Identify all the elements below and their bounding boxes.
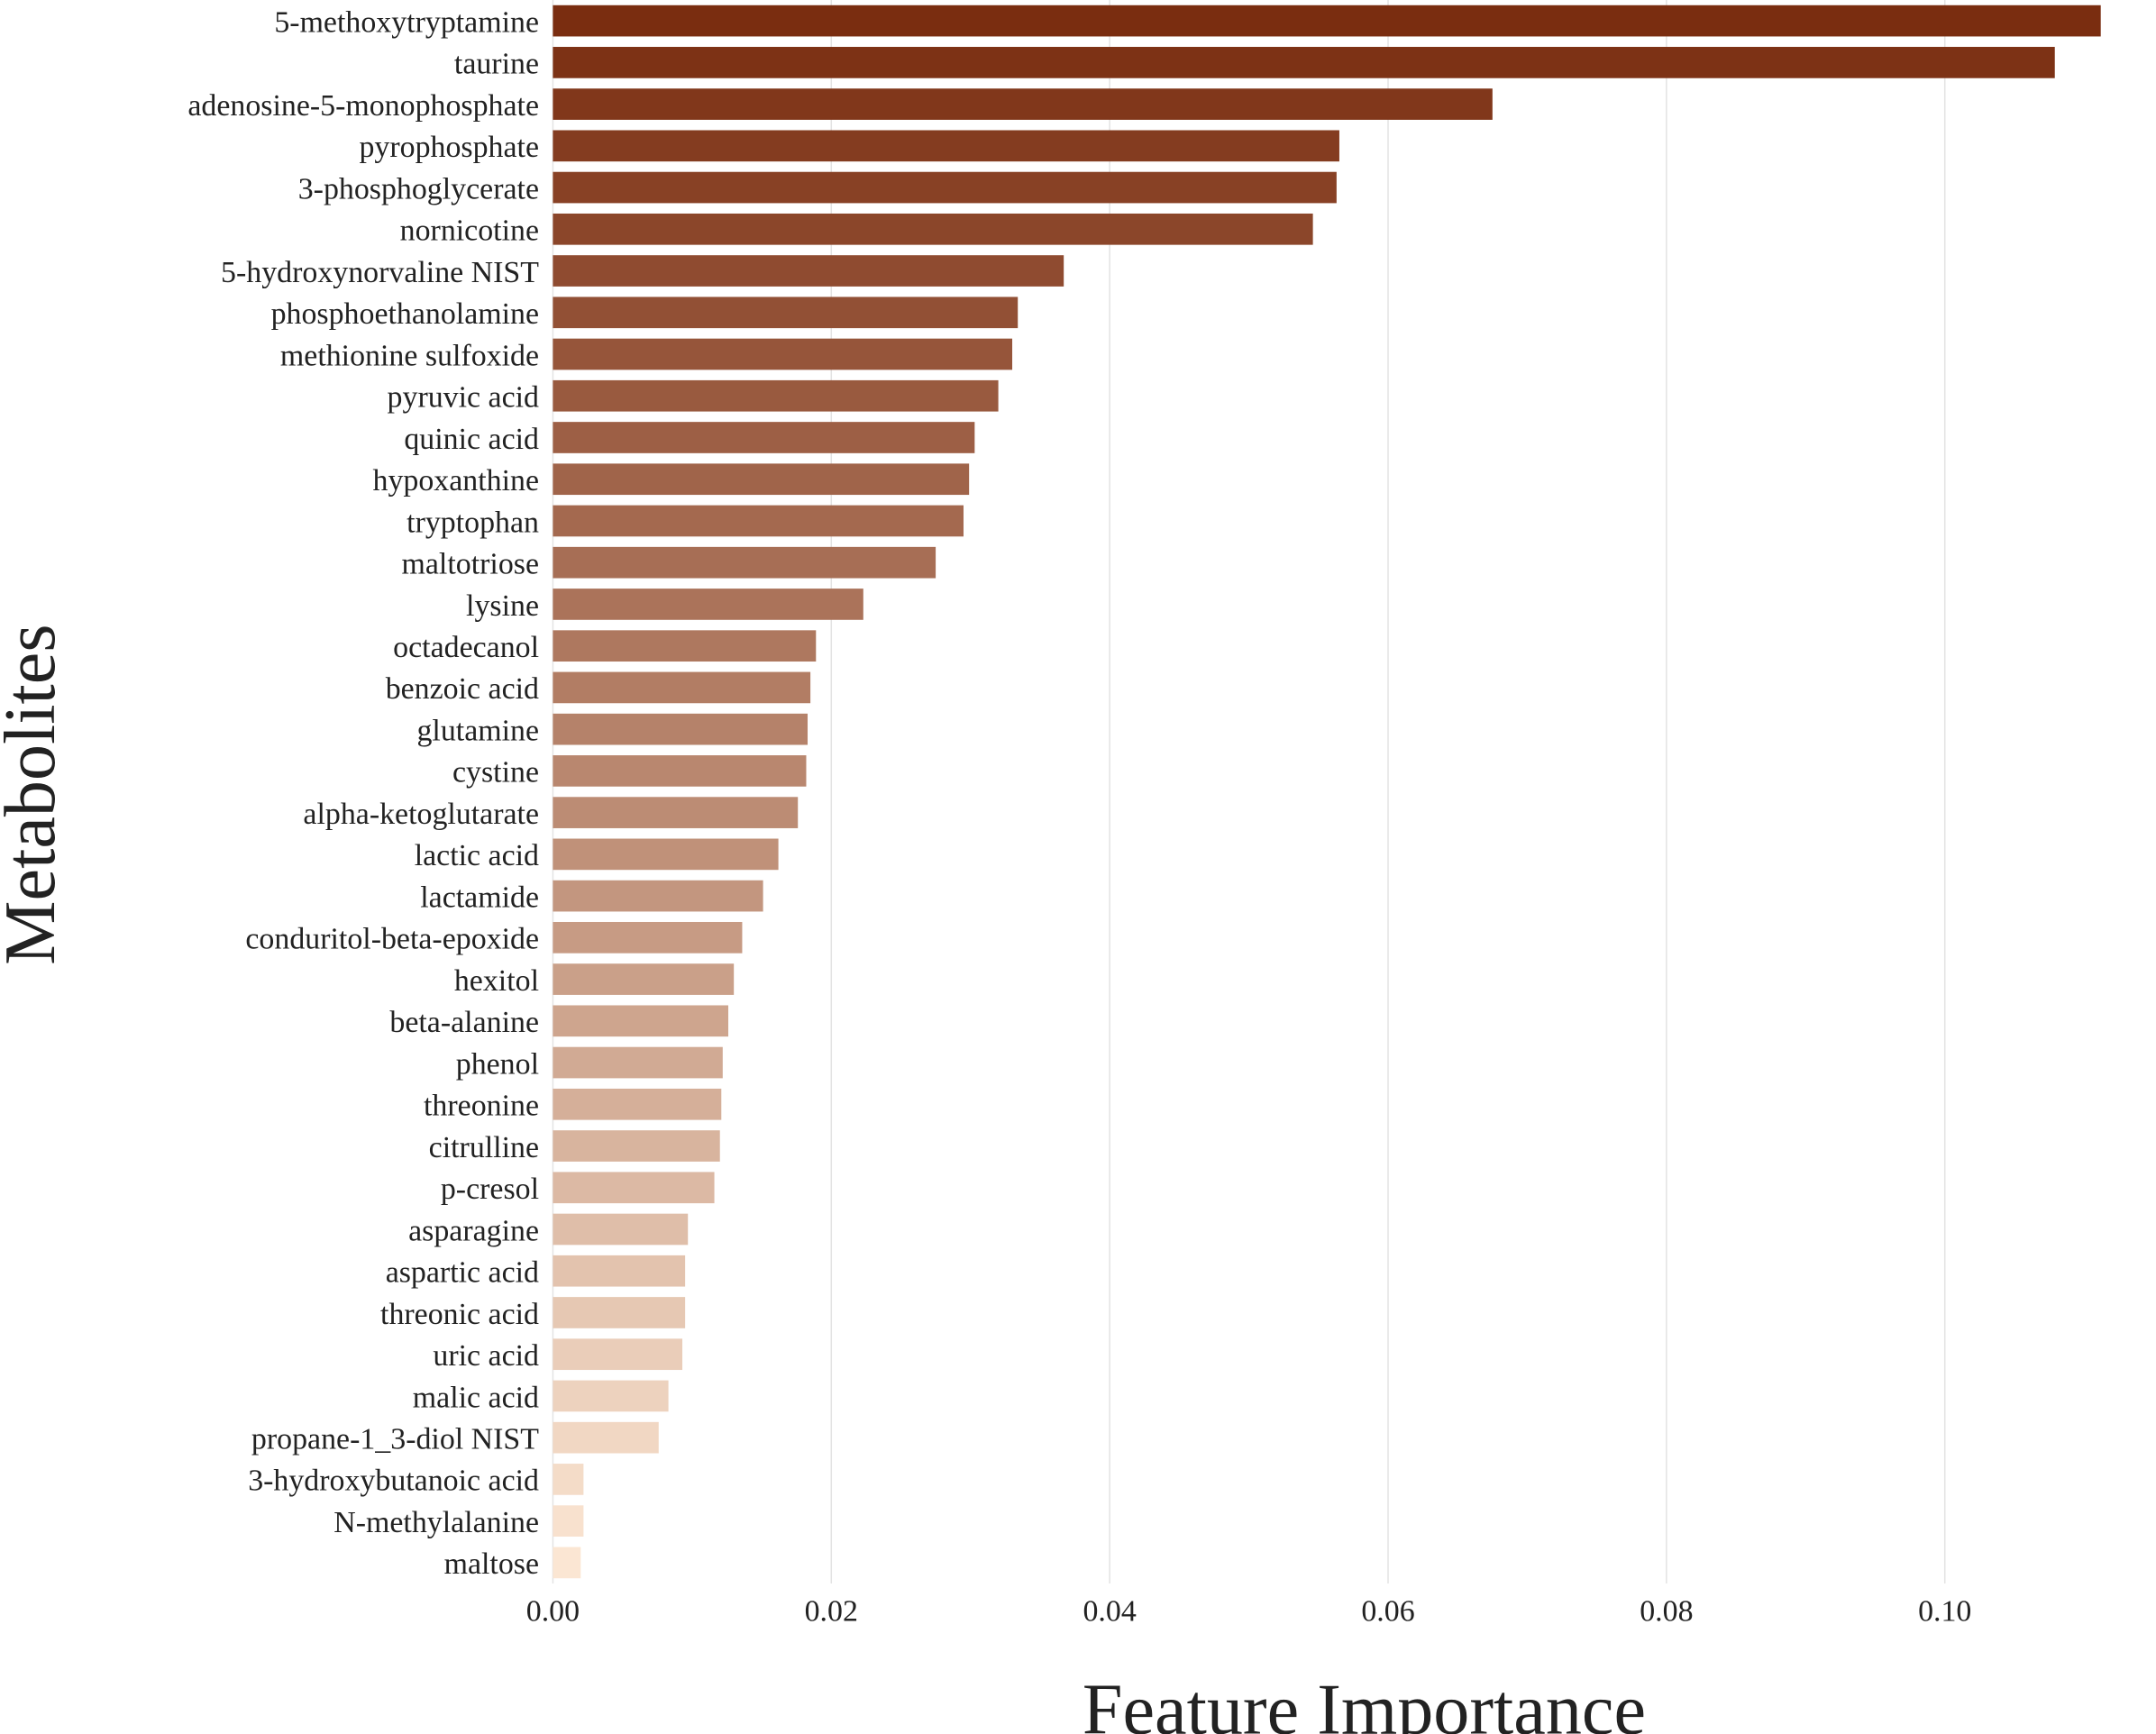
category-label: maltose bbox=[444, 1547, 539, 1581]
category-label: phenol bbox=[456, 1047, 539, 1081]
y-axis-title: Metabolites bbox=[0, 624, 70, 964]
bar-23 bbox=[553, 963, 735, 995]
bar-11 bbox=[553, 463, 970, 496]
bar-35 bbox=[553, 1464, 584, 1495]
bar-21 bbox=[553, 880, 763, 912]
category-label: adenosine-5-monophosphate bbox=[187, 89, 539, 123]
bar-30 bbox=[553, 1255, 686, 1287]
category-label: lysine bbox=[466, 589, 539, 623]
category-label: methionine sulfoxide bbox=[280, 339, 539, 372]
bar-32 bbox=[553, 1338, 683, 1371]
category-label: lactamide bbox=[420, 881, 539, 914]
category-label: threonine bbox=[424, 1090, 539, 1123]
bar-36 bbox=[553, 1505, 584, 1537]
bar-5 bbox=[553, 213, 1313, 245]
x-tick-label: 0.02 bbox=[805, 1595, 858, 1629]
bar-26 bbox=[553, 1088, 722, 1120]
category-label: aspartic acid bbox=[386, 1256, 539, 1290]
category-label: tryptophan bbox=[407, 506, 539, 539]
category-label: maltotriose bbox=[402, 548, 539, 581]
bar-20 bbox=[553, 838, 779, 871]
category-label: asparagine bbox=[408, 1214, 539, 1247]
bar-31 bbox=[553, 1297, 686, 1328]
bar-34 bbox=[553, 1421, 659, 1454]
bar-4 bbox=[553, 171, 1337, 204]
bar-10 bbox=[553, 422, 975, 453]
category-label: pyruvic acid bbox=[388, 381, 539, 415]
category-label: taurine bbox=[454, 48, 539, 81]
bar-8 bbox=[553, 338, 1013, 370]
category-labels: 5-methoxytryptamine taurine adenosine-5-mo… bbox=[187, 5, 539, 1581]
category-label: p-cresol bbox=[441, 1173, 539, 1206]
category-label: lactic acid bbox=[415, 839, 539, 872]
x-tick-label: 0.08 bbox=[1640, 1595, 1693, 1629]
x-tick-label: 0.10 bbox=[1918, 1595, 1971, 1629]
category-label: citrulline bbox=[429, 1131, 539, 1164]
category-label: alpha-ketoglutarate bbox=[303, 798, 539, 831]
bar-25 bbox=[553, 1046, 723, 1079]
bar-6 bbox=[553, 255, 1064, 287]
category-label: uric acid bbox=[433, 1339, 539, 1373]
x-tick-labels: 0.00 0.02 0.04 0.06 0.08 0.10 bbox=[526, 1595, 1972, 1629]
category-label: N-methylalanine bbox=[333, 1506, 539, 1539]
bar-1 bbox=[553, 47, 2055, 78]
category-label: nornicotine bbox=[400, 214, 539, 248]
bar-2 bbox=[553, 88, 1493, 120]
bar-24 bbox=[553, 1005, 728, 1037]
category-label: cystine bbox=[452, 756, 539, 789]
bar-28 bbox=[553, 1172, 715, 1204]
category-label: pyrophosphate bbox=[359, 131, 539, 164]
x-tick-label: 0.04 bbox=[1083, 1595, 1136, 1629]
bar-18 bbox=[553, 755, 807, 787]
category-label: beta-alanine bbox=[389, 1006, 539, 1039]
category-label: glutamine bbox=[416, 714, 539, 747]
bar-9 bbox=[553, 379, 999, 412]
bar-16 bbox=[553, 671, 811, 704]
category-label: phosphoethanolamine bbox=[271, 297, 539, 331]
bar-3 bbox=[553, 130, 1339, 162]
category-label: 3-hydroxybutanoic acid bbox=[248, 1465, 539, 1498]
bar-22 bbox=[553, 921, 743, 954]
bar-27 bbox=[553, 1130, 720, 1162]
x-tick-label: 0.00 bbox=[526, 1595, 580, 1629]
x-tick-label: 0.06 bbox=[1361, 1595, 1414, 1629]
category-label: hypoxanthine bbox=[373, 464, 539, 497]
category-label: conduritol-beta-epoxide bbox=[245, 923, 539, 956]
category-label: hexitol bbox=[454, 964, 539, 998]
bar-7 bbox=[553, 297, 1019, 329]
bar-19 bbox=[553, 797, 799, 828]
bar-37 bbox=[553, 1547, 581, 1579]
bar-15 bbox=[553, 630, 817, 662]
category-label: benzoic acid bbox=[386, 672, 539, 706]
category-label: 5-hydroxynorvaline NIST bbox=[221, 256, 539, 289]
x-axis-title: Feature Importance bbox=[1083, 1670, 1646, 1734]
bar-0 bbox=[553, 5, 2101, 37]
bar-12 bbox=[553, 505, 964, 537]
category-label: 3-phosphoglycerate bbox=[298, 172, 539, 205]
category-label: octadecanol bbox=[393, 631, 539, 664]
category-label: 5-methoxytryptamine bbox=[274, 5, 539, 39]
bar-33 bbox=[553, 1380, 669, 1412]
category-label: malic acid bbox=[413, 1381, 539, 1414]
bars bbox=[553, 5, 2101, 1579]
category-label: threonic acid bbox=[380, 1298, 539, 1331]
bar-14 bbox=[553, 589, 863, 620]
bar-17 bbox=[553, 713, 808, 745]
bar-29 bbox=[553, 1213, 689, 1246]
category-label: quinic acid bbox=[404, 423, 539, 456]
category-label: propane-1_3-diol NIST bbox=[251, 1423, 539, 1456]
bar-13 bbox=[553, 546, 936, 579]
